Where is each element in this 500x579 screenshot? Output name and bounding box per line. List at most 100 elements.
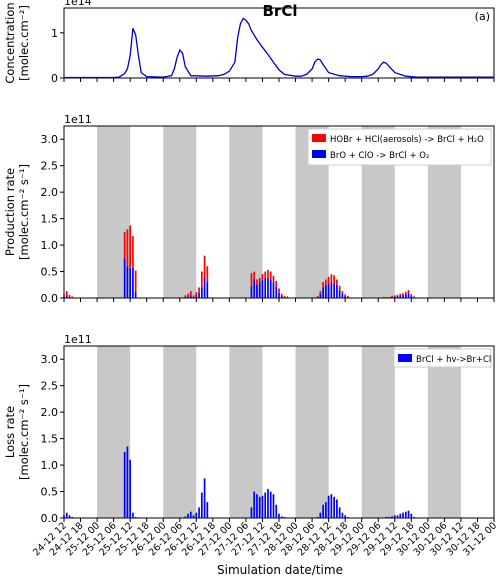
bar-loss	[278, 513, 280, 518]
bar-hobr-hcl	[123, 231, 126, 259]
bar-loss	[319, 512, 322, 518]
legend-label: HOBr + HCl(aerosols) -> BrCl + H₂O	[330, 135, 484, 145]
bar-bro-clo	[286, 297, 289, 298]
y-tick-label: 0	[51, 72, 58, 85]
bar-loss	[286, 517, 289, 518]
bar-hobr-hcl	[203, 255, 206, 277]
bar-bro-clo	[341, 293, 344, 298]
exponent-label: 1e11	[64, 333, 92, 346]
bar-hobr-hcl	[132, 236, 134, 268]
bar-loss	[338, 507, 341, 518]
bar-hobr-hcl	[327, 276, 330, 284]
bar-hobr-hcl	[253, 271, 256, 280]
bar-loss	[198, 507, 200, 518]
bar-bro-clo	[280, 295, 283, 298]
bar-bro-clo	[407, 292, 410, 298]
bar-loss	[258, 496, 261, 518]
bar-bro-clo	[198, 292, 200, 298]
bar-hobr-hcl	[344, 294, 347, 296]
bar-loss	[261, 495, 264, 518]
bar-loss	[65, 512, 68, 518]
bar-hobr-hcl	[388, 296, 391, 298]
night-shading	[163, 126, 197, 298]
night-shading	[163, 346, 197, 518]
bar-bro-clo	[325, 284, 327, 298]
y-tick-label: 0.0	[41, 292, 59, 305]
y-axis-label: Production rate[molec.cm⁻² s⁻¹]	[3, 164, 31, 260]
bar-loss	[393, 515, 396, 518]
bar-bro-clo	[134, 291, 137, 298]
y-axis-label-line: [molec.cm⁻²]	[17, 5, 31, 81]
legend-swatch-blue	[312, 150, 326, 158]
y-axis-label-line: [molec.cm⁻² s⁻¹]	[17, 164, 31, 260]
bar-bro-clo	[269, 279, 272, 298]
night-shading	[427, 346, 461, 518]
legend-label: BrO + ClO -> BrCl + O₂	[330, 151, 429, 161]
bar-bro-clo	[195, 294, 198, 298]
bar-bro-clo	[71, 297, 74, 298]
bar-bro-clo	[327, 283, 330, 298]
bar-bro-clo	[187, 296, 189, 298]
bar-hobr-hcl	[333, 275, 335, 284]
bar-hobr-hcl	[399, 293, 402, 296]
bar-bro-clo	[256, 284, 258, 298]
bar-bro-clo	[275, 286, 278, 298]
bar-hobr-hcl	[404, 291, 407, 294]
bar-loss	[344, 515, 347, 518]
bar-loss	[333, 496, 335, 518]
bar-loss	[341, 512, 344, 518]
bar-loss	[330, 494, 333, 518]
bar-hobr-hcl	[382, 296, 385, 298]
bar-hobr-hcl	[338, 285, 341, 291]
bar-hobr-hcl	[322, 282, 324, 288]
bar-bro-clo	[316, 296, 319, 298]
bar-bro-clo	[189, 295, 192, 298]
bar-hobr-hcl	[402, 293, 404, 295]
bar-bro-clo	[129, 267, 132, 298]
legend-swatch-red	[312, 134, 326, 142]
bar-bro-clo	[382, 297, 385, 298]
bar-hobr-hcl	[410, 294, 413, 296]
y-axis-label-line: Loss rate	[3, 406, 17, 458]
y-tick-label: 0.5	[41, 486, 59, 499]
bar-hobr-hcl	[275, 281, 278, 287]
bar-bro-clo	[192, 296, 195, 298]
bar-bro-clo	[261, 279, 264, 298]
bar-hobr-hcl	[134, 270, 137, 292]
bar-hobr-hcl	[258, 277, 261, 283]
bar-hobr-hcl	[272, 275, 275, 283]
bar-hobr-hcl	[200, 271, 203, 288]
panel-label: (a)	[475, 10, 490, 23]
bar-hobr-hcl	[267, 269, 269, 278]
y-tick-label: 2.0	[41, 186, 59, 199]
concentration-line	[64, 17, 494, 79]
bar-loss	[391, 516, 393, 518]
bar-bro-clo	[404, 293, 407, 298]
figure-title: BrCl	[263, 2, 298, 20]
bar-loss	[325, 502, 327, 518]
bar-bro-clo	[336, 284, 338, 298]
bar-hobr-hcl	[129, 225, 132, 268]
bar-bro-clo	[399, 295, 402, 298]
bar-loss	[203, 478, 206, 518]
bar-hobr-hcl	[325, 279, 327, 285]
exponent-label: 1e14	[64, 0, 92, 8]
bar-hobr-hcl	[316, 295, 319, 297]
bar-bro-clo	[200, 287, 203, 298]
bar-bro-clo	[413, 296, 415, 298]
bar-hobr-hcl	[330, 274, 333, 283]
exponent-label: 1e11	[64, 113, 92, 126]
bar-bro-clo	[344, 295, 347, 298]
bar-bro-clo	[63, 296, 65, 298]
y-tick-label: 3.0	[41, 353, 59, 366]
y-tick-label: 1.5	[41, 433, 59, 446]
bar-loss	[253, 491, 256, 518]
bar-hobr-hcl	[261, 274, 264, 280]
bar-hobr-hcl	[184, 295, 187, 297]
bar-bro-clo	[203, 276, 206, 298]
bar-hobr-hcl	[63, 293, 65, 297]
bar-loss	[396, 515, 399, 518]
bar-hobr-hcl	[278, 288, 280, 293]
bar-bro-clo	[393, 296, 396, 298]
